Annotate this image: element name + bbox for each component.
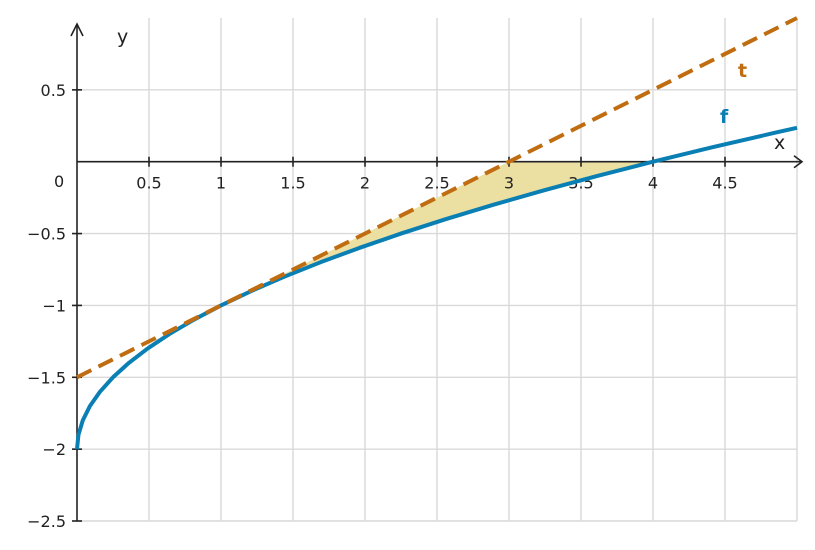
series-lines — [75, 16, 798, 450]
tick-labels: 0.5 1 1.5 2 2.5 3 3.5 4 4.50.5−0.5−1−1.5−2−2.5 — [27, 81, 738, 531]
x-tick-label: 0.5 — [136, 174, 161, 193]
y-tick-label: 0.5 — [41, 81, 66, 100]
x-axis-label: x — [774, 132, 785, 154]
y-axis-label: y — [117, 26, 128, 48]
grid — [77, 18, 798, 522]
x-tick-label: 2.5 — [424, 174, 449, 193]
labels: y x 0 t f — [54, 26, 785, 191]
series-label-f: f — [720, 106, 729, 128]
y-tick-label: −1.5 — [27, 368, 66, 387]
y-axis-arrow — [70, 22, 84, 37]
x-tick-label: 4 — [648, 174, 658, 193]
y-tick-label: −2 — [42, 440, 66, 459]
x-tick-label: 3 — [504, 174, 514, 193]
y-tick-label: −0.5 — [27, 225, 66, 244]
x-tick-label: 4.5 — [712, 174, 737, 193]
series-line-t — [76, 16, 798, 380]
x-axis-arrow — [793, 155, 804, 169]
y-tick-label: −1 — [42, 296, 66, 315]
x-tick-label: 2 — [360, 174, 370, 193]
origin-label: 0 — [54, 172, 64, 191]
x-tick-label: 1.5 — [280, 174, 305, 193]
x-tick-label: 1 — [216, 174, 226, 193]
series-label-t: t — [738, 60, 747, 82]
series-line-f — [75, 125, 798, 450]
y-tick-label: −2.5 — [27, 512, 66, 531]
